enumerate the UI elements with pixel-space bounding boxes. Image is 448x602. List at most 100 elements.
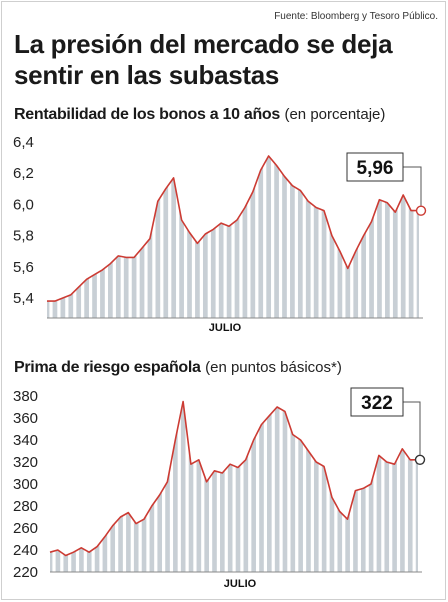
chart2-stripe xyxy=(279,401,283,572)
chart2-ytick-label: 280 xyxy=(13,498,38,515)
chart2-stripe xyxy=(318,401,322,572)
chart1-ytick-label: 6,0 xyxy=(13,196,34,213)
chart2-ytick-label: 300 xyxy=(13,476,38,493)
chart2-subtitle: Prima de riesgo española (en puntos bási… xyxy=(14,359,342,377)
chart2-end-marker xyxy=(414,454,426,466)
chart1-stripe xyxy=(207,156,211,318)
chart2-stripe xyxy=(302,401,307,572)
chart2-stripe xyxy=(310,401,314,572)
chart1-stripe xyxy=(342,156,346,318)
chart1-stripe xyxy=(271,156,275,318)
chart1-ytick-label: 6,2 xyxy=(13,165,34,182)
chart2-stripe xyxy=(138,401,142,572)
chart1-stripe xyxy=(334,156,338,318)
chart1-title: Rentabilidad de los bonos a 10 años xyxy=(14,106,281,123)
chart1-stripe xyxy=(247,156,251,318)
chart1-stripe xyxy=(326,156,330,318)
chart1-stripe xyxy=(136,156,140,318)
chart2-stripe xyxy=(130,401,134,572)
chart1-stripe xyxy=(183,156,188,318)
chart2-stripe xyxy=(208,401,213,572)
chart1-stripe xyxy=(128,156,132,318)
chart2-callout-leader xyxy=(403,401,421,455)
chart1-stripe xyxy=(199,156,203,318)
chart2-stripe xyxy=(201,401,205,572)
chart1-stripe xyxy=(381,156,386,318)
chart2-stripe xyxy=(389,401,393,572)
chart1-series-line xyxy=(47,155,419,302)
chart2-stripe xyxy=(115,401,119,572)
chart1-callout-leader xyxy=(403,166,422,206)
chart1-stripe xyxy=(215,156,219,318)
chart1-stripe xyxy=(112,156,116,318)
chart2-stripe xyxy=(412,401,416,572)
chart1-stripe xyxy=(96,156,101,318)
chart2-stripe xyxy=(287,401,291,572)
chart2-callout-value: 322 xyxy=(361,393,393,414)
chart1-end-marker xyxy=(415,205,427,216)
chart2-ytick-label: 260 xyxy=(13,520,38,537)
chart1-ytick-label: 5,8 xyxy=(13,228,34,245)
chart2-stripe xyxy=(52,401,56,572)
chart2-stripe xyxy=(373,401,377,572)
chart2-stripe xyxy=(154,401,158,572)
chart2-stripe xyxy=(91,401,95,572)
chart1-stripe xyxy=(421,125,424,318)
chart2-ytick-label: 360 xyxy=(13,410,38,427)
chart1-stripe xyxy=(294,156,298,318)
chart2-stripe xyxy=(122,401,127,572)
chart2-stripe xyxy=(83,401,87,572)
chart2-stripe xyxy=(107,401,111,572)
chart2-ytick-label: 380 xyxy=(13,388,38,405)
chart1-stripe xyxy=(49,156,53,318)
chart1-stripe xyxy=(239,156,243,318)
chart1-callout-value: 5,96 xyxy=(357,158,394,179)
chart1-stripe xyxy=(120,156,124,318)
chart2-stripe xyxy=(255,401,260,572)
chart1-unit: (en porcentaje) xyxy=(284,106,386,123)
chart1-stripe xyxy=(168,156,172,318)
source-note: Fuente: Bloomberg y Tesoro Público. xyxy=(274,11,438,22)
chart1-stripe xyxy=(231,156,235,318)
chart2-series-line xyxy=(49,400,418,557)
chart2-stripe xyxy=(177,401,181,572)
chart2-stripe xyxy=(334,401,338,572)
chart2-stripe xyxy=(381,401,385,572)
chart1-ytick-label: 6,4 xyxy=(13,134,34,151)
chart1-stripe xyxy=(310,156,314,318)
chart2-stripe xyxy=(232,401,236,572)
chart2-stripe xyxy=(75,401,80,572)
chart2-stripe xyxy=(68,401,72,572)
chart2-stripe xyxy=(396,401,401,572)
chart2-stripe xyxy=(146,401,150,572)
chart1-stripe xyxy=(81,156,85,318)
chart1-stripe xyxy=(405,156,409,318)
chart2-stripe xyxy=(248,401,252,572)
chart1-stripe xyxy=(65,156,69,318)
headline: La presión del mercado se deja sentir en… xyxy=(14,29,393,90)
chart1-ytick-label: 5,6 xyxy=(13,259,34,276)
chart2-stripe xyxy=(240,401,244,572)
chart2-stripe xyxy=(420,382,423,572)
chart1-stripe xyxy=(57,156,61,318)
chart1-stripe xyxy=(318,156,322,318)
risk-premium-chart: 380 360 340 320 300 280 260 240 220 322 JULIO xyxy=(13,382,426,590)
chart2-stripe xyxy=(60,401,64,572)
chart2-x-axis-label: JULIO xyxy=(224,578,257,590)
chart1-stripe xyxy=(191,156,196,318)
chart1-stripe xyxy=(255,156,259,318)
chart2-ytick-label: 340 xyxy=(13,432,38,449)
chart1-stripe xyxy=(302,156,306,318)
chart2-ytick-label: 320 xyxy=(13,454,38,471)
chart1-stripe xyxy=(286,156,291,318)
chart1-stripe xyxy=(88,156,93,318)
chart2-unit: (en puntos básicos*) xyxy=(205,359,342,376)
chart2-stripe xyxy=(193,401,197,572)
chart1-stripe xyxy=(176,156,180,318)
chart1-stripe xyxy=(160,156,164,318)
chart1-stripe xyxy=(278,156,283,318)
chart2-ytick-label: 240 xyxy=(13,542,38,559)
chart1-stripe xyxy=(389,156,393,318)
chart2-stripe xyxy=(326,401,330,572)
chart1-stripe xyxy=(413,156,417,318)
